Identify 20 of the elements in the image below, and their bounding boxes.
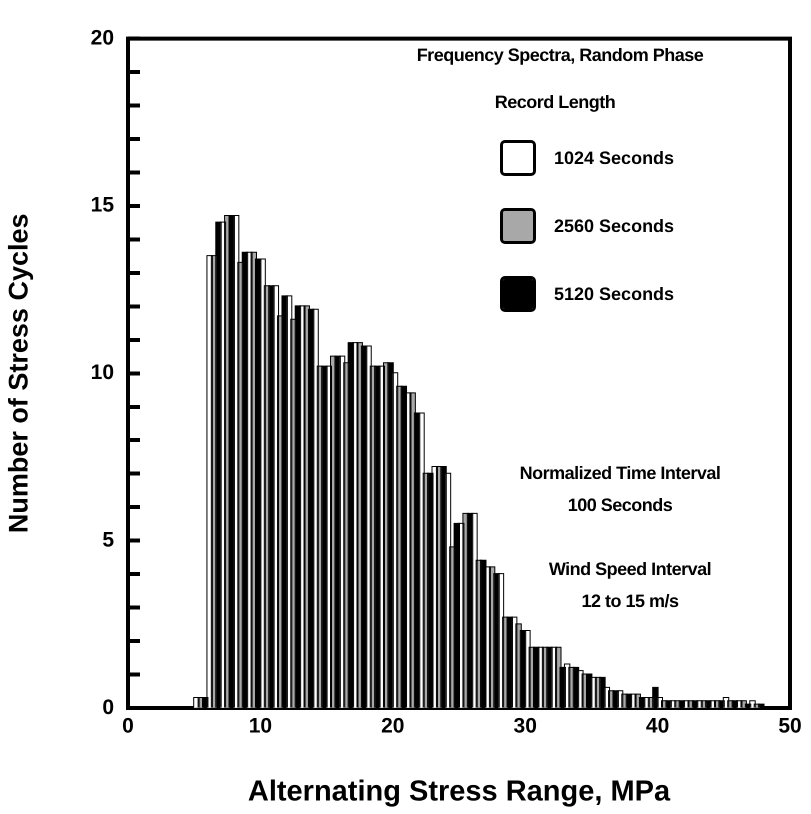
annotation: Normalized Time Interval 100 Seconds: [518, 462, 722, 517]
y-axis-title: Number of Stress Cycles: [4, 213, 34, 534]
x-tick-label: 0: [122, 714, 134, 738]
y-tick-label: 5: [102, 528, 114, 552]
annotation: Wind Speed Interval 12 to 15 m/s: [548, 558, 712, 613]
legend-title: Record Length: [494, 92, 616, 113]
chart-title: Frequency Spectra, Random Phase: [416, 45, 704, 66]
legend-label: 1024 Seconds: [554, 148, 674, 168]
y-tick-label: 0: [102, 696, 114, 719]
x-axis-title: Alternating Stress Range, MPa: [248, 776, 671, 808]
y-tick-label: 10: [90, 361, 114, 384]
y-tick-label: 20: [90, 26, 114, 50]
legend-label: 2560 Seconds: [554, 216, 674, 236]
x-tick-label: 30: [514, 714, 537, 738]
x-tick-label: 20: [381, 714, 404, 738]
x-tick-label: 40: [646, 714, 670, 738]
x-tick-label: 10: [248, 714, 272, 738]
x-tick-label: 50: [778, 714, 802, 738]
legend-label: 5120 Seconds: [554, 284, 674, 304]
y-tick-label: 15: [90, 194, 114, 217]
